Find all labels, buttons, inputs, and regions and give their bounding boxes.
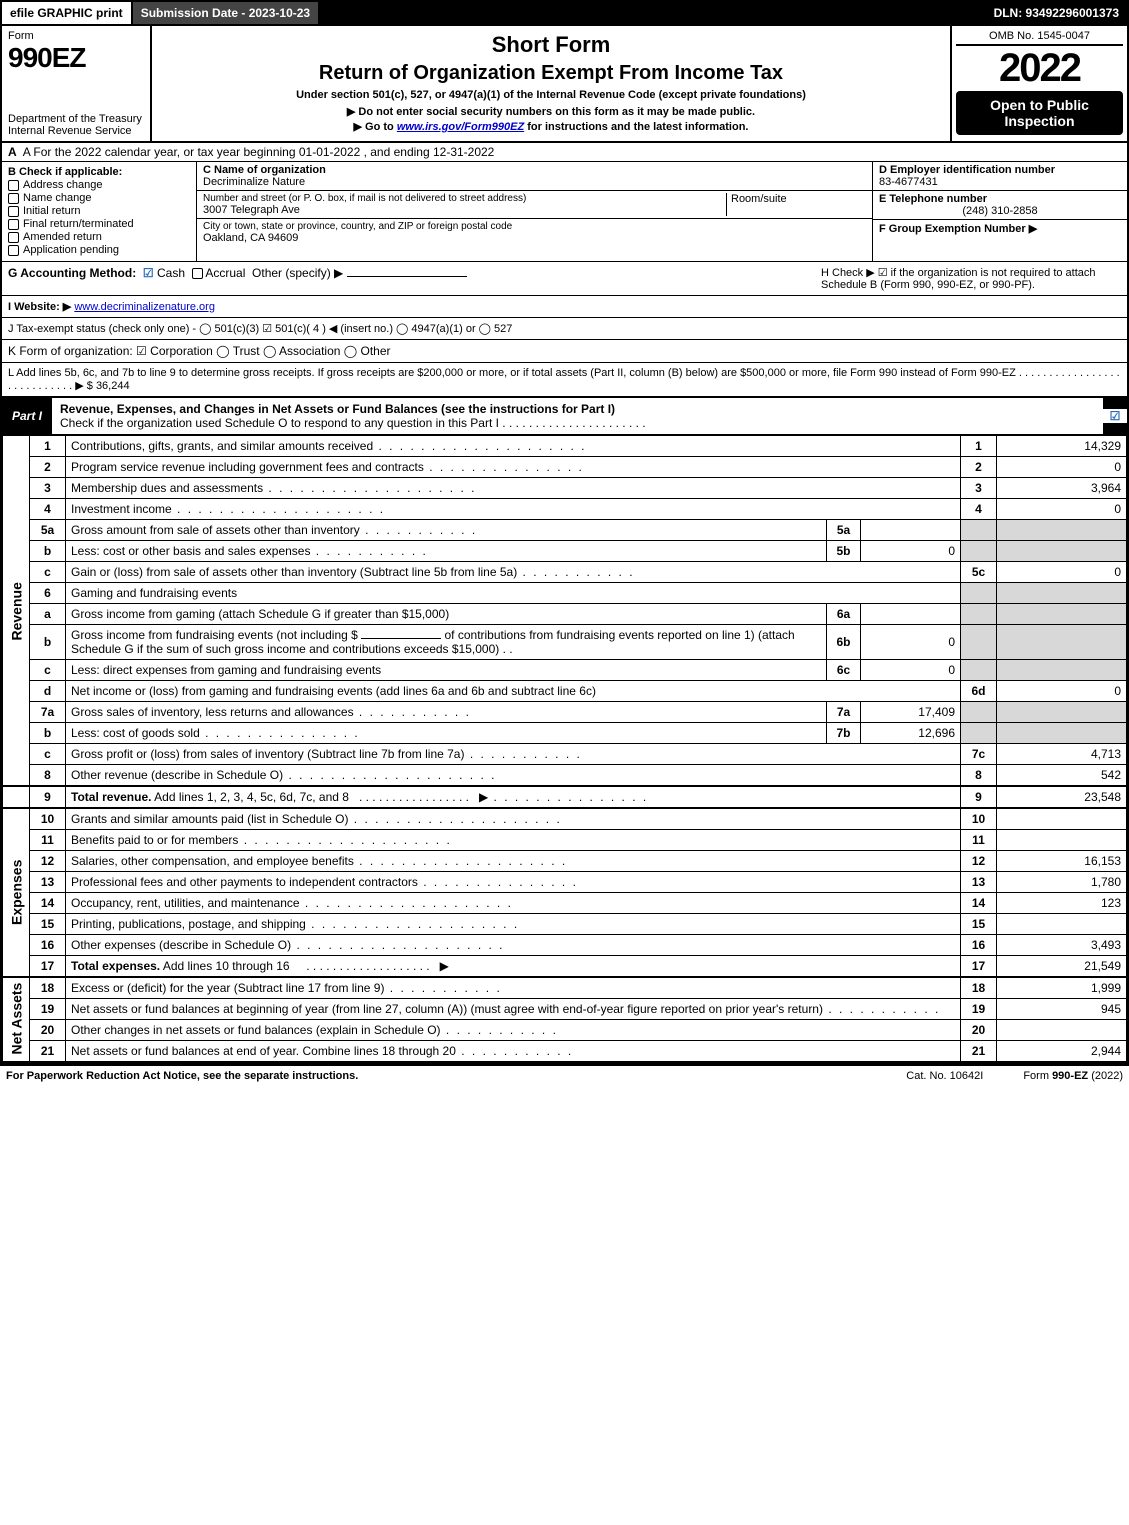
phone-value: (248) 310-2858 [879,205,1121,217]
street-value: 3007 Telegraph Ave [203,204,726,216]
cb-amended-return[interactable]: Amended return [8,231,190,243]
netassets-sidebar: Net Assets [3,977,30,1062]
footer-right: Form 990-EZ (2022) [1023,1070,1123,1082]
cb-initial-return[interactable]: Initial return [8,205,190,217]
line-6c: cLess: direct expenses from gaming and f… [3,660,1127,681]
ein-value: 83-4677431 [879,176,938,188]
col-c: C Name of organization Decriminalize Nat… [197,162,872,261]
lines-table: Revenue 1Contributions, gifts, grants, a… [2,435,1127,1062]
open-inspection: Open to Public Inspection [956,91,1123,135]
under-section: Under section 501(c), 527, or 4947(a)(1)… [158,89,944,101]
line-4: 4Investment income40 [3,499,1127,520]
h-check: H Check ▶ ☑ if the organization is not r… [821,266,1121,291]
top-bar: efile GRAPHIC print Submission Date - 20… [2,2,1127,26]
line-7b: bLess: cost of goods sold7b12,696 [3,723,1127,744]
header-right: OMB No. 1545-0047 2022 Open to Public In… [952,26,1127,141]
e-label: E Telephone number [879,193,987,205]
header-left: Form 990EZ Department of the Treasury In… [2,26,152,141]
line-14: 14Occupancy, rent, utilities, and mainte… [3,893,1127,914]
website-link[interactable]: www.decriminalizenature.org [74,301,215,313]
line-3: 3Membership dues and assessments33,964 [3,478,1127,499]
line-5a: 5aGross amount from sale of assets other… [3,520,1127,541]
line-21: 21Net assets or fund balances at end of … [3,1041,1127,1062]
d-label: D Employer identification number [879,164,1055,176]
footer-cat: Cat. No. 10642I [906,1070,983,1082]
cb-final-return[interactable]: Final return/terminated [8,218,190,230]
line-18: Net Assets 18Excess or (deficit) for the… [3,977,1127,999]
header-mid: Short Form Return of Organization Exempt… [152,26,952,141]
accounting-method: G Accounting Method: ☑ Cash Accrual Othe… [8,266,467,291]
org-name: Decriminalize Nature [203,176,866,188]
row-k: K Form of organization: ☑ Corporation ◯ … [2,340,1127,363]
dept-label: Department of the Treasury Internal Reve… [8,113,144,137]
expenses-sidebar: Expenses [3,808,30,977]
line-2: 2Program service revenue including gover… [3,457,1127,478]
line-7c: cGross profit or (loss) from sales of in… [3,744,1127,765]
line-7a: 7aGross sales of inventory, less returns… [3,702,1127,723]
line-20: 20Other changes in net assets or fund ba… [3,1020,1127,1041]
line-13: 13Professional fees and other payments t… [3,872,1127,893]
footer-left: For Paperwork Reduction Act Notice, see … [6,1070,358,1082]
line-6d: dNet income or (loss) from gaming and fu… [3,681,1127,702]
revenue-sidebar: Revenue [3,436,30,787]
col-def: D Employer identification number 83-4677… [872,162,1127,261]
line-19: 19Net assets or fund balances at beginni… [3,999,1127,1020]
line-6a: aGross income from gaming (attach Schedu… [3,604,1127,625]
line-12: 12Salaries, other compensation, and empl… [3,851,1127,872]
b-label: B Check if applicable: [8,166,122,178]
row-l: L Add lines 5b, 6c, and 7b to line 9 to … [2,363,1127,398]
city-value: Oakland, CA 94609 [203,232,866,244]
form-990ez-page: efile GRAPHIC print Submission Date - 20… [0,0,1129,1064]
goto-text: ▶ Go to www.irs.gov/Form990EZ for instru… [158,120,944,133]
row-a-text: A For the 2022 calendar year, or tax yea… [23,145,495,159]
short-form-title: Short Form [158,32,944,58]
row-a: A A For the 2022 calendar year, or tax y… [2,143,1127,162]
row-j: J Tax-exempt status (check only one) - ◯… [2,318,1127,340]
footer: For Paperwork Reduction Act Notice, see … [0,1064,1129,1086]
part-i-checkbox[interactable]: ☑ [1103,409,1127,423]
row-g-h: G Accounting Method: ☑ Cash Accrual Othe… [2,262,1127,296]
line-6b: bGross income from fundraising events (n… [3,625,1127,660]
cb-application-pending[interactable]: Application pending [8,244,190,256]
city-label: City or town, state or province, country… [203,221,866,232]
col-b: B Check if applicable: Address change Na… [2,162,197,261]
line-6: 6Gaming and fundraising events [3,583,1127,604]
line-9: 9Total revenue. Total revenue. Add lines… [3,786,1127,808]
line-17: 17Total expenses. Add lines 10 through 1… [3,956,1127,978]
line-1: Revenue 1Contributions, gifts, grants, a… [3,436,1127,457]
room-suite: Room/suite [726,193,866,216]
tax-year: 2022 [956,46,1123,91]
form-number: 990EZ [8,42,144,74]
line-5b: bLess: cost or other basis and sales exp… [3,541,1127,562]
c-label: C Name of organization [203,164,326,176]
row-i: I Website: ▶ www.decriminalizenature.org [2,296,1127,318]
cb-name-change[interactable]: Name change [8,192,190,204]
street-label: Number and street (or P. O. box, if mail… [203,193,726,204]
efile-label: efile GRAPHIC print [2,2,133,24]
line-8: 8Other revenue (describe in Schedule O)8… [3,765,1127,787]
section-b-through-f: B Check if applicable: Address change Na… [2,162,1127,262]
submission-date: Submission Date - 2023-10-23 [133,2,320,24]
omb-number: OMB No. 1545-0047 [956,30,1123,46]
part-i-title: Revenue, Expenses, and Changes in Net As… [52,398,1103,434]
form-label: Form [8,30,144,42]
cb-accrual[interactable] [192,268,203,279]
line-10: Expenses 10Grants and similar amounts pa… [3,808,1127,830]
return-title: Return of Organization Exempt From Incom… [158,62,944,85]
part-i-label: Part I [2,405,52,427]
dln: DLN: 93492296001373 [986,2,1127,24]
form-header: Form 990EZ Department of the Treasury In… [2,26,1127,143]
line-5c: cGain or (loss) from sale of assets othe… [3,562,1127,583]
f-label: F Group Exemption Number ▶ [879,223,1037,235]
part-i-header: Part I Revenue, Expenses, and Changes in… [2,398,1127,435]
donot-text: ▶ Do not enter social security numbers o… [158,105,944,118]
line-11: 11Benefits paid to or for members11 [3,830,1127,851]
gross-receipts: 36,244 [96,380,130,392]
line-15: 15Printing, publications, postage, and s… [3,914,1127,935]
cb-address-change[interactable]: Address change [8,179,190,191]
irs-link[interactable]: www.irs.gov/Form990EZ [397,121,524,133]
line-16: 16Other expenses (describe in Schedule O… [3,935,1127,956]
